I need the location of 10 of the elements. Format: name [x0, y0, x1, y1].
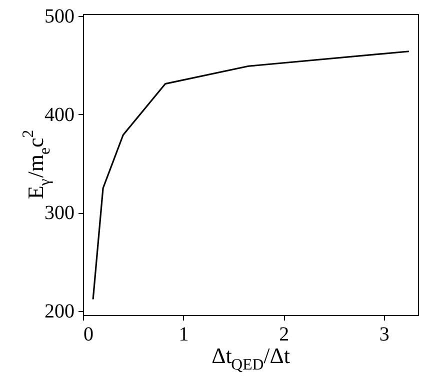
x-tick-label: 3 — [379, 324, 390, 346]
y-tick-label: 500 — [44, 5, 74, 28]
line-series — [92, 50, 410, 300]
y-axis-title: Eγ/mec2 — [20, 130, 54, 200]
x-tick-label: 1 — [178, 324, 189, 346]
x-tick-label: 2 — [279, 324, 290, 346]
y-tick-label: 400 — [44, 104, 74, 126]
x-tick-label: 0 — [84, 324, 94, 346]
y-tick-label: 200 — [44, 300, 74, 323]
y-tick-label: 300 — [44, 202, 74, 224]
